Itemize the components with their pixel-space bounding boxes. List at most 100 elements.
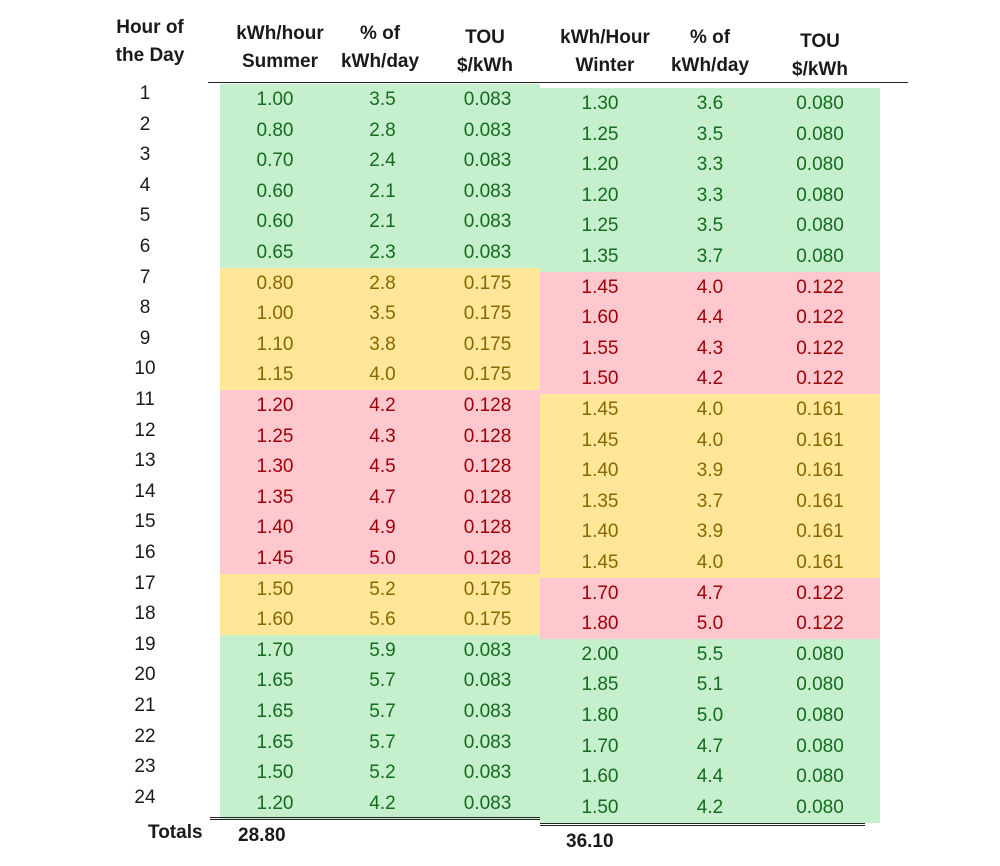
summer-kwh-cell: 0.70: [220, 145, 330, 177]
summer-tou-cell: 0.128: [435, 543, 540, 574]
hour-cell: 6: [139, 236, 151, 257]
hour-cell: 15: [134, 511, 156, 533]
summer-tou-cell: 0.083: [435, 175, 540, 207]
winter-kwh-cell: 1.30: [540, 88, 660, 119]
hour-cell: 18: [134, 603, 156, 625]
winter-kwh-cell: 1.85: [540, 669, 660, 701]
winter-pct-cell: 3.3: [660, 149, 760, 181]
header-divider: [208, 82, 908, 83]
summer-kwh-cell: 1.00: [220, 84, 330, 115]
winter-kwh-cell: 1.45: [540, 547, 660, 578]
winter-pct-cell: 4.0: [660, 424, 760, 456]
summer-tou-cell: 0.083: [435, 757, 540, 789]
winter-kwh-cell: 1.80: [540, 700, 660, 731]
summer-tou-cell: 0.083: [435, 145, 540, 177]
winter-kwh-cell: 1.50: [540, 791, 660, 823]
summer-pct-cell: 2.1: [330, 175, 435, 207]
summer-kwh-cell: 1.20: [220, 787, 330, 819]
hour-cell: 12: [134, 419, 156, 441]
winter-kwh-cell: 1.70: [540, 730, 660, 762]
summer-tou-cell: 0.175: [435, 267, 540, 299]
winter-pct-cell: 4.0: [660, 271, 760, 303]
winter-tou-cell: 0.080: [760, 241, 880, 272]
summer-tou-cell: 0.128: [435, 390, 540, 421]
winter-tou-cell: 0.080: [760, 88, 880, 119]
winter-kwh-cell: 1.60: [540, 302, 660, 334]
winter-tou-cell: 0.122: [760, 577, 880, 609]
header-summer-pct: % of kWh/day: [340, 23, 420, 72]
winter-tou-cell: 0.161: [760, 485, 880, 517]
totals-label: Totals: [148, 822, 203, 843]
winter-kwh-cell: 1.40: [540, 455, 660, 487]
summer-kwh-cell: 0.80: [220, 267, 330, 299]
header-winter-pct: % of kWh/day: [670, 27, 750, 76]
hour-cell: 22: [134, 725, 156, 747]
winter-tou-cell: 0.080: [760, 730, 880, 762]
summer-tou-cell: 0.083: [435, 634, 540, 666]
summer-tou-cell: 0.175: [435, 359, 540, 391]
winter-kwh-cell: 1.25: [540, 210, 660, 242]
winter-tou-cell: 0.161: [760, 547, 880, 578]
hour-cell: 20: [134, 664, 156, 686]
summer-pct-cell: 5.6: [330, 604, 435, 636]
header-summer-kwh: kWh/hour Summer: [236, 23, 324, 72]
winter-tou-cell: 0.080: [760, 669, 880, 701]
winter-tou-cell: 0.122: [760, 271, 880, 303]
hour-cell: 21: [134, 695, 156, 716]
summer-kwh-cell: 1.45: [220, 543, 330, 574]
winter-tou-cell: 0.161: [760, 516, 880, 548]
hour-cell: 10: [134, 358, 156, 380]
winter-kwh-cell: 1.45: [540, 271, 660, 303]
winter-tou-cell: 0.080: [760, 791, 880, 823]
hour-cell: 2: [139, 113, 151, 135]
summer-kwh-cell: 1.50: [220, 573, 330, 605]
winter-kwh-cell: 2.00: [540, 638, 660, 670]
winter-pct-cell: 4.4: [660, 761, 760, 793]
summer-tou-cell: 0.083: [435, 696, 540, 727]
winter-tou-cell: 0.080: [760, 179, 880, 211]
hour-cell: 9: [139, 327, 151, 349]
hour-cell: 11: [135, 389, 155, 410]
summer-tou-cell: 0.083: [435, 84, 540, 115]
summer-pct-cell: 2.1: [330, 206, 435, 238]
summer-pct-cell: 4.0: [330, 359, 435, 391]
summer-pct-cell: 5.0: [330, 543, 435, 574]
header-summer-tou: TOU $/kWh: [457, 27, 513, 76]
summer-kwh-cell: 0.60: [220, 206, 330, 238]
winter-kwh-cell: 1.25: [540, 118, 660, 150]
summer-tou-cell: 0.128: [435, 451, 540, 483]
summer-pct-cell: 4.2: [330, 390, 435, 421]
header-winter-tou: TOU $/kWh: [792, 31, 848, 80]
winter-pct-cell: 3.5: [660, 210, 760, 242]
winter-pct-cell: 3.6: [660, 88, 760, 119]
summer-pct-cell: 4.5: [330, 451, 435, 483]
winter-tou-cell: 0.080: [760, 700, 880, 731]
winter-kwh-cell: 1.70: [540, 577, 660, 609]
totals-winter: 36.10: [566, 831, 614, 852]
summer-kwh-cell: 0.60: [220, 175, 330, 207]
totals-divider-summer: [210, 817, 540, 820]
winter-tou-cell: 0.122: [760, 302, 880, 334]
winter-tou-cell: 0.122: [760, 608, 880, 640]
summer-kwh-cell: 1.20: [220, 390, 330, 421]
winter-kwh-cell: 1.35: [540, 241, 660, 272]
winter-pct-cell: 3.3: [660, 179, 760, 211]
summer-pct-cell: 4.9: [330, 512, 435, 544]
summer-kwh-cell: 1.65: [220, 665, 330, 697]
summer-tou-cell: 0.128: [435, 481, 540, 513]
summer-pct-cell: 5.7: [330, 696, 435, 727]
summer-tou-cell: 0.175: [435, 328, 540, 360]
summer-tou-cell: 0.083: [435, 114, 540, 146]
winter-pct-cell: 5.1: [660, 669, 760, 701]
winter-pct-cell: 5.0: [660, 608, 760, 640]
summer-kwh-cell: 1.15: [220, 359, 330, 391]
summer-pct-cell: 5.2: [330, 573, 435, 605]
summer-kwh-cell: 1.00: [220, 298, 330, 330]
summer-kwh-cell: 1.50: [220, 757, 330, 789]
summer-pct-cell: 4.2: [330, 787, 435, 819]
hour-cell: 1: [139, 83, 151, 104]
summer-kwh-cell: 1.25: [220, 420, 330, 452]
winter-pct-cell: 5.5: [660, 638, 760, 670]
summer-kwh-cell: 1.40: [220, 512, 330, 544]
summer-pct-cell: 2.8: [330, 267, 435, 299]
